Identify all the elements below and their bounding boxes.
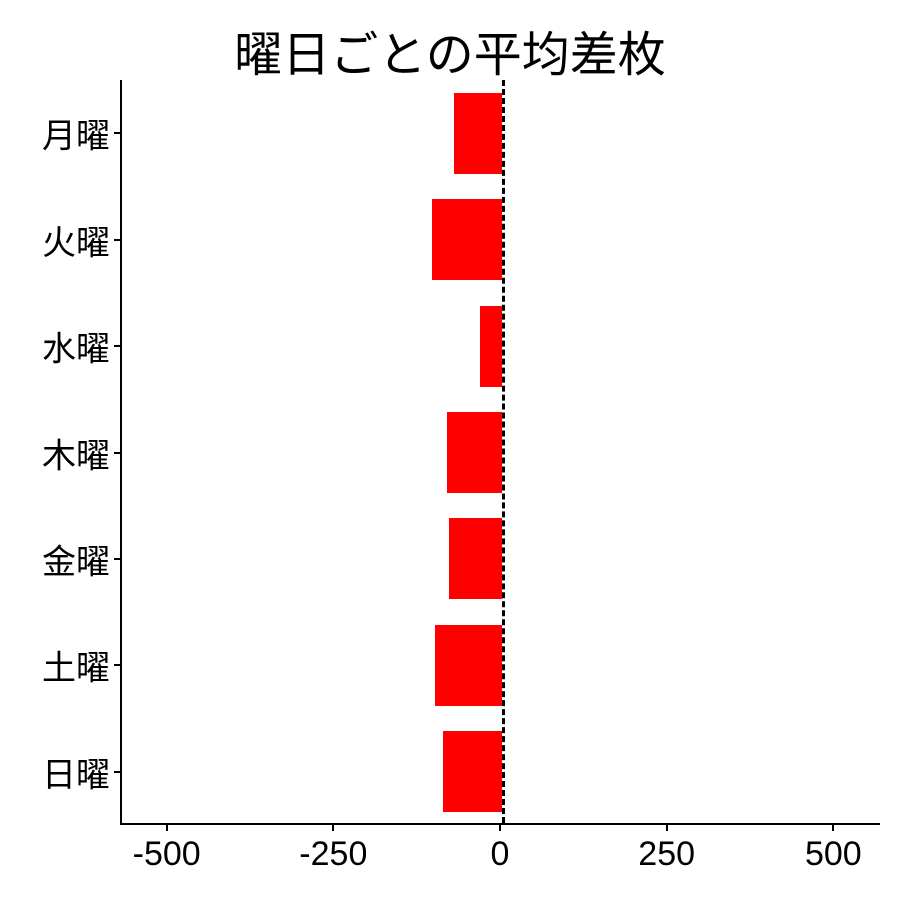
bar [454, 93, 502, 174]
bar [447, 412, 502, 493]
y-axis-label: 火曜 [10, 215, 110, 264]
y-axis-tick [114, 132, 120, 134]
x-axis-tick [666, 825, 668, 831]
y-axis-tick [114, 558, 120, 560]
x-axis-label: -250 [299, 835, 367, 874]
bar [435, 625, 502, 706]
y-axis-tick [114, 664, 120, 666]
x-axis-label: 0 [491, 835, 510, 874]
bar [449, 518, 502, 599]
x-axis-tick [499, 825, 501, 831]
y-axis-label: 木曜 [10, 428, 110, 477]
y-axis-tick [114, 771, 120, 773]
y-axis-label: 土曜 [10, 641, 110, 690]
y-axis-label: 月曜 [10, 109, 110, 158]
plot-area [120, 80, 880, 825]
x-axis-label: -500 [133, 835, 201, 874]
bar [443, 731, 502, 812]
chart-title: 曜日ごとの平均差枚 [0, 15, 900, 85]
y-axis-label: 金曜 [10, 534, 110, 583]
y-axis-tick [114, 239, 120, 241]
y-axis-tick [114, 452, 120, 454]
x-axis-tick [332, 825, 334, 831]
bar [432, 199, 502, 280]
x-axis-tick [166, 825, 168, 831]
chart-container: 曜日ごとの平均差枚 月曜火曜水曜木曜金曜土曜日曜 -500 -250 0 250 500 [0, 0, 900, 900]
zero-reference-line [502, 80, 505, 823]
y-axis-tick [114, 345, 120, 347]
y-axis-label: 日曜 [10, 747, 110, 796]
x-axis-label: 250 [638, 835, 695, 874]
x-axis-tick [832, 825, 834, 831]
bar [480, 306, 502, 387]
y-axis-label: 水曜 [10, 322, 110, 371]
x-axis-label: 500 [805, 835, 862, 874]
